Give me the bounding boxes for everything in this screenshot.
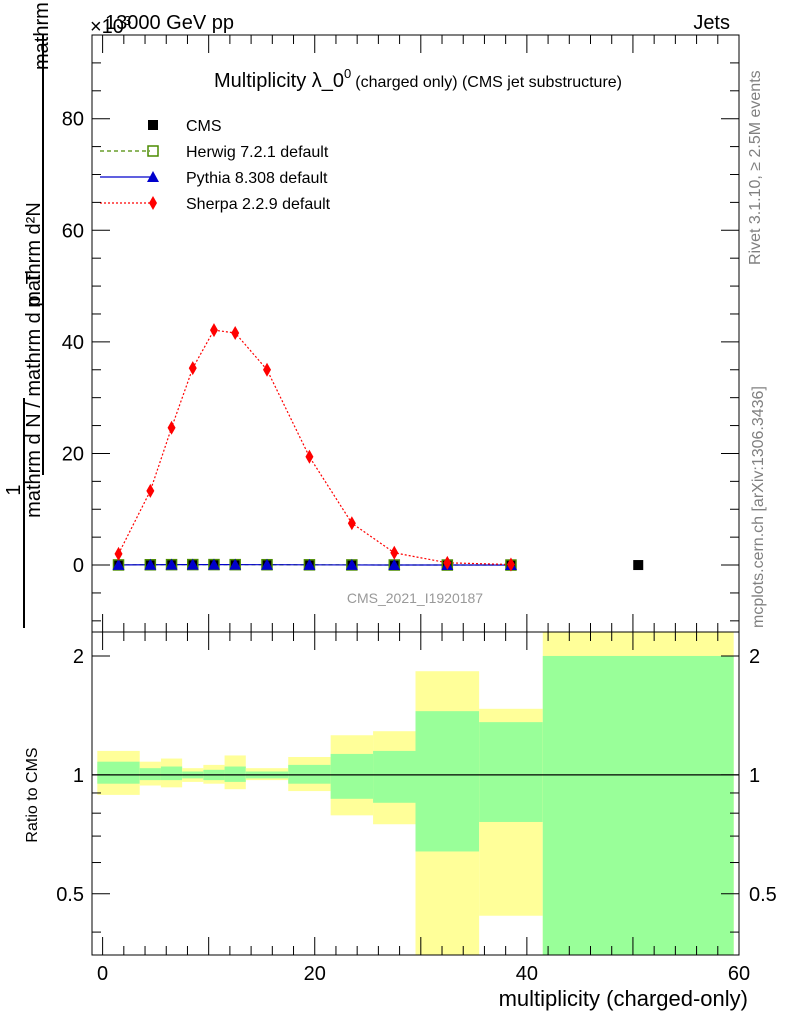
pythia-point — [388, 558, 401, 570]
main-ylabel: mathrm d²N mathrm d p_T mathrm d lambda … — [3, 0, 53, 628]
legend-label: Pythia 8.308 default — [186, 170, 328, 187]
sherpa-point — [146, 483, 155, 498]
legend-label: CMS — [186, 118, 222, 135]
ylabel-top-denominator: mathrm d p_T mathrm d lambda — [31, 0, 53, 70]
title-sup: 0 — [344, 66, 351, 81]
sherpa-point — [231, 325, 240, 340]
sherpa-point — [443, 555, 452, 570]
cms-point — [633, 560, 644, 571]
ratio-ytick-label-right: 2 — [749, 646, 760, 668]
ratio-inner-band — [373, 750, 416, 803]
sherpa-point — [390, 545, 399, 560]
pythia-point — [144, 558, 157, 570]
rivet-label: Rivet 3.1.10, ≥ 2.5M events — [747, 70, 764, 265]
ratio-inner-band — [479, 722, 543, 822]
sherpa-point — [263, 362, 272, 377]
mcplots-label: mcplots.cern.ch [arXiv:1306.3436] — [750, 386, 767, 628]
ratio-bands — [92, 632, 739, 955]
ytick-label: 80 — [62, 109, 84, 131]
pythia-point — [303, 558, 316, 570]
watermark: CMS_2021_I1920187 — [347, 590, 483, 606]
x-axis-label: multiplicity (charged-only) — [499, 986, 748, 1011]
ratio-inner-band — [415, 711, 480, 852]
pythia-point — [165, 558, 178, 570]
sherpa-point — [347, 516, 356, 531]
sherpa-point — [209, 323, 218, 338]
sherpa-point — [506, 557, 515, 572]
sherpa-point — [167, 420, 176, 435]
ratio-ytick-label: 2 — [73, 646, 84, 668]
xtick-label: 60 — [728, 963, 750, 985]
ylabel-bottom-denominator: mathrm d N / mathrm d p_T — [23, 272, 45, 518]
ratio-inner-band — [97, 761, 140, 784]
pythia-point — [112, 558, 125, 570]
main-axes: 0 20 40 60 80 — [62, 35, 740, 632]
pythia-point — [186, 558, 199, 570]
series-line — [117, 329, 511, 566]
legend-label: Herwig 7.2.1 default — [186, 144, 329, 161]
ratio-ytick-label-right: 0.5 — [749, 884, 777, 906]
ratio-axes: 0.5 0.51 12 20 20 40 60 — [56, 632, 777, 985]
exponent-label: ×103 — [90, 13, 131, 38]
ytick-label: 40 — [62, 332, 84, 354]
pythia-point — [207, 558, 220, 570]
sherpa-point — [305, 449, 314, 464]
ytick-label: 0 — [73, 555, 84, 577]
pythia-point — [229, 558, 242, 570]
herwig-point — [147, 145, 159, 157]
ratio-inner-band — [542, 655, 734, 955]
ratio-ylabel: Ratio to CMS — [24, 747, 41, 842]
ratio-frame — [91, 631, 740, 956]
sherpa-point — [149, 196, 157, 210]
ratio-inner-band — [224, 766, 246, 782]
ratio-inner-band — [139, 768, 161, 781]
ylabel-bottom-one: 1 — [3, 484, 25, 495]
pythia-point — [261, 558, 274, 570]
legend: CMS Herwig 7.2.1 default Pythia 8.308 defa… — [100, 118, 331, 213]
ratio-ytick-label: 0.5 — [56, 884, 84, 906]
header-right: Jets — [693, 12, 730, 34]
header-left: 13000 GeV pp — [105, 12, 234, 34]
sherpa-point — [114, 546, 123, 561]
ytick-label: 20 — [62, 443, 84, 465]
ratio-inner-band — [330, 753, 374, 799]
sherpa-point — [188, 361, 197, 376]
xtick-label: 20 — [304, 963, 326, 985]
xtick-label: 40 — [516, 963, 538, 985]
pythia-point — [147, 171, 159, 182]
xtick-label: 0 — [97, 963, 108, 985]
legend-label: Sherpa 2.2.9 default — [186, 196, 331, 213]
ytick-label: 60 — [62, 220, 84, 242]
cms-point — [148, 120, 158, 130]
pythia-point — [345, 558, 358, 570]
ratio-ytick-label: 1 — [73, 765, 84, 787]
title-main: Multiplicity λ_0 — [214, 70, 344, 92]
title-rest: (charged only) (CMS jet substructure) — [355, 74, 622, 91]
main-series — [112, 323, 644, 572]
chart-title: Multiplicity λ_00 (charged only) (CMS jet… — [214, 66, 622, 92]
ylabel-top-numerator: mathrm d²N — [23, 202, 45, 308]
ratio-ytick-label-right: 1 — [749, 765, 760, 787]
ratio-inner-band — [160, 766, 183, 781]
